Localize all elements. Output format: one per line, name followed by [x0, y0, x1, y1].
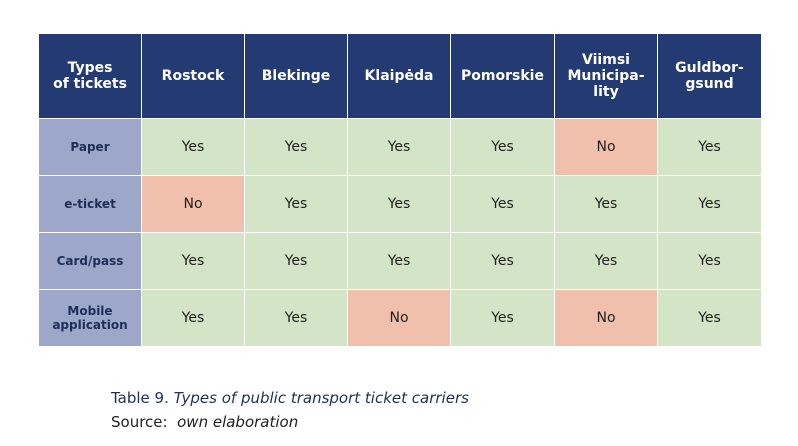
table-number: Table 9.	[111, 389, 169, 407]
table-cell: Yes	[657, 175, 762, 233]
table-cell: Yes	[450, 118, 555, 176]
source-line: Source: own elaboration	[111, 410, 469, 434]
row-header-line: Paper	[70, 140, 110, 154]
header-row: Types of tickets Rostock Blekinge Klaipė…	[38, 33, 762, 119]
table-row-card-pass: Card/pass Yes Yes Yes Yes Yes Yes	[38, 232, 762, 290]
column-header-pomorskie: Pomorskie	[450, 33, 555, 119]
table-cell: Yes	[657, 289, 762, 347]
table-cell: Yes	[347, 118, 451, 176]
table-cell: Yes	[244, 175, 348, 233]
column-header-guldborgsund: Guldbor- gsund	[657, 33, 762, 119]
table-cell: No	[141, 175, 245, 233]
caption-title-line: Table 9. Types of public transport ticke…	[111, 386, 469, 410]
corner-header-line: Types	[67, 60, 113, 76]
table-cell: Yes	[347, 232, 451, 290]
row-header-mobile-application: Mobile application	[38, 289, 142, 347]
table-cell: Yes	[450, 175, 555, 233]
table-cell: No	[554, 289, 658, 347]
column-header-rostock: Rostock	[141, 33, 245, 119]
row-header-card-pass: Card/pass	[38, 232, 142, 290]
table-caption: Table 9. Types of public transport ticke…	[111, 386, 469, 434]
table-cell: Yes	[244, 118, 348, 176]
table-cell: No	[347, 289, 451, 347]
table-cell: Yes	[244, 232, 348, 290]
table-row-mobile-application: Mobile application Yes Yes No Yes No Yes	[38, 289, 762, 347]
row-header-line: e-ticket	[64, 197, 116, 211]
table-cell: Yes	[450, 232, 555, 290]
row-header-line: Card/pass	[56, 254, 124, 268]
column-header-line: Rostock	[161, 68, 225, 84]
table-cell: Yes	[141, 232, 245, 290]
table-cell: Yes	[244, 289, 348, 347]
column-header-line: gsund	[685, 76, 734, 92]
table-cell: Yes	[450, 289, 555, 347]
column-header-line: Pomorskie	[461, 68, 544, 84]
row-header-line: Mobile	[67, 304, 113, 318]
table-row-e-ticket: e-ticket No Yes Yes Yes Yes Yes	[38, 175, 762, 233]
corner-header: Types of tickets	[38, 33, 142, 119]
column-header-blekinge: Blekinge	[244, 33, 348, 119]
column-header-line: Municipa-	[567, 68, 645, 84]
table-cell: Yes	[657, 118, 762, 176]
column-header-line: lity	[593, 84, 619, 100]
column-header-line: Blekinge	[261, 68, 331, 84]
corner-header-line: of tickets	[53, 76, 127, 92]
row-header-paper: Paper	[38, 118, 142, 176]
column-header-klaipeda: Klaipėda	[347, 33, 451, 119]
column-header-line: Guldbor-	[675, 60, 744, 76]
row-header-e-ticket: e-ticket	[38, 175, 142, 233]
table-cell: No	[554, 118, 658, 176]
table-cell: Yes	[347, 175, 451, 233]
column-header-viimsi: Viimsi Municipa- lity	[554, 33, 658, 119]
table-row-paper: Paper Yes Yes Yes Yes No Yes	[38, 118, 762, 176]
row-header-line: application	[52, 318, 128, 332]
column-header-line: Viimsi	[582, 52, 630, 68]
source-label: Source:	[111, 413, 168, 431]
column-header-line: Klaipėda	[364, 68, 434, 84]
table-title: Types of public transport ticket carrier…	[173, 389, 469, 407]
source-text: own elaboration	[177, 413, 299, 431]
table-cell: Yes	[141, 289, 245, 347]
table-cell: Yes	[554, 175, 658, 233]
ticket-carriers-table: Types of tickets Rostock Blekinge Klaipė…	[38, 33, 762, 347]
table-cell: Yes	[141, 118, 245, 176]
table-cell: Yes	[657, 232, 762, 290]
table-cell: Yes	[554, 232, 658, 290]
